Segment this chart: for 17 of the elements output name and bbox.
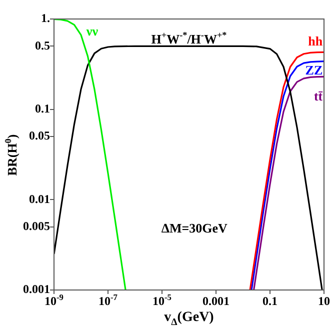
y-tick-label: 0.01 xyxy=(29,192,50,206)
x-tick-label: 10 xyxy=(318,294,330,308)
series-label: νν xyxy=(86,24,98,39)
y-tick-label: 1. xyxy=(41,11,50,26)
y-tick-label: 0.005 xyxy=(23,218,50,233)
x-tick-label: 0.001 xyxy=(202,294,230,308)
series-label: tt̄ xyxy=(314,88,323,104)
series-label: ZZ xyxy=(305,62,323,78)
y-tick-label: 0.5 xyxy=(35,38,50,52)
x-tick-label: 0.1 xyxy=(262,294,278,308)
x-axis-title: v$_{Δ}$(GeV) xyxy=(164,310,214,328)
y-tick-label: 0.001 xyxy=(23,282,50,296)
annotation: ΔM=30GeV xyxy=(161,220,228,236)
series-label: hh xyxy=(308,33,323,48)
series-label: H$^{+}$W$^{-*}$/H$^{-}$W$^{+*}$ xyxy=(151,30,227,47)
y-tick-label: 0.05 xyxy=(29,128,50,143)
y-tick-label: 0.1 xyxy=(35,101,50,116)
